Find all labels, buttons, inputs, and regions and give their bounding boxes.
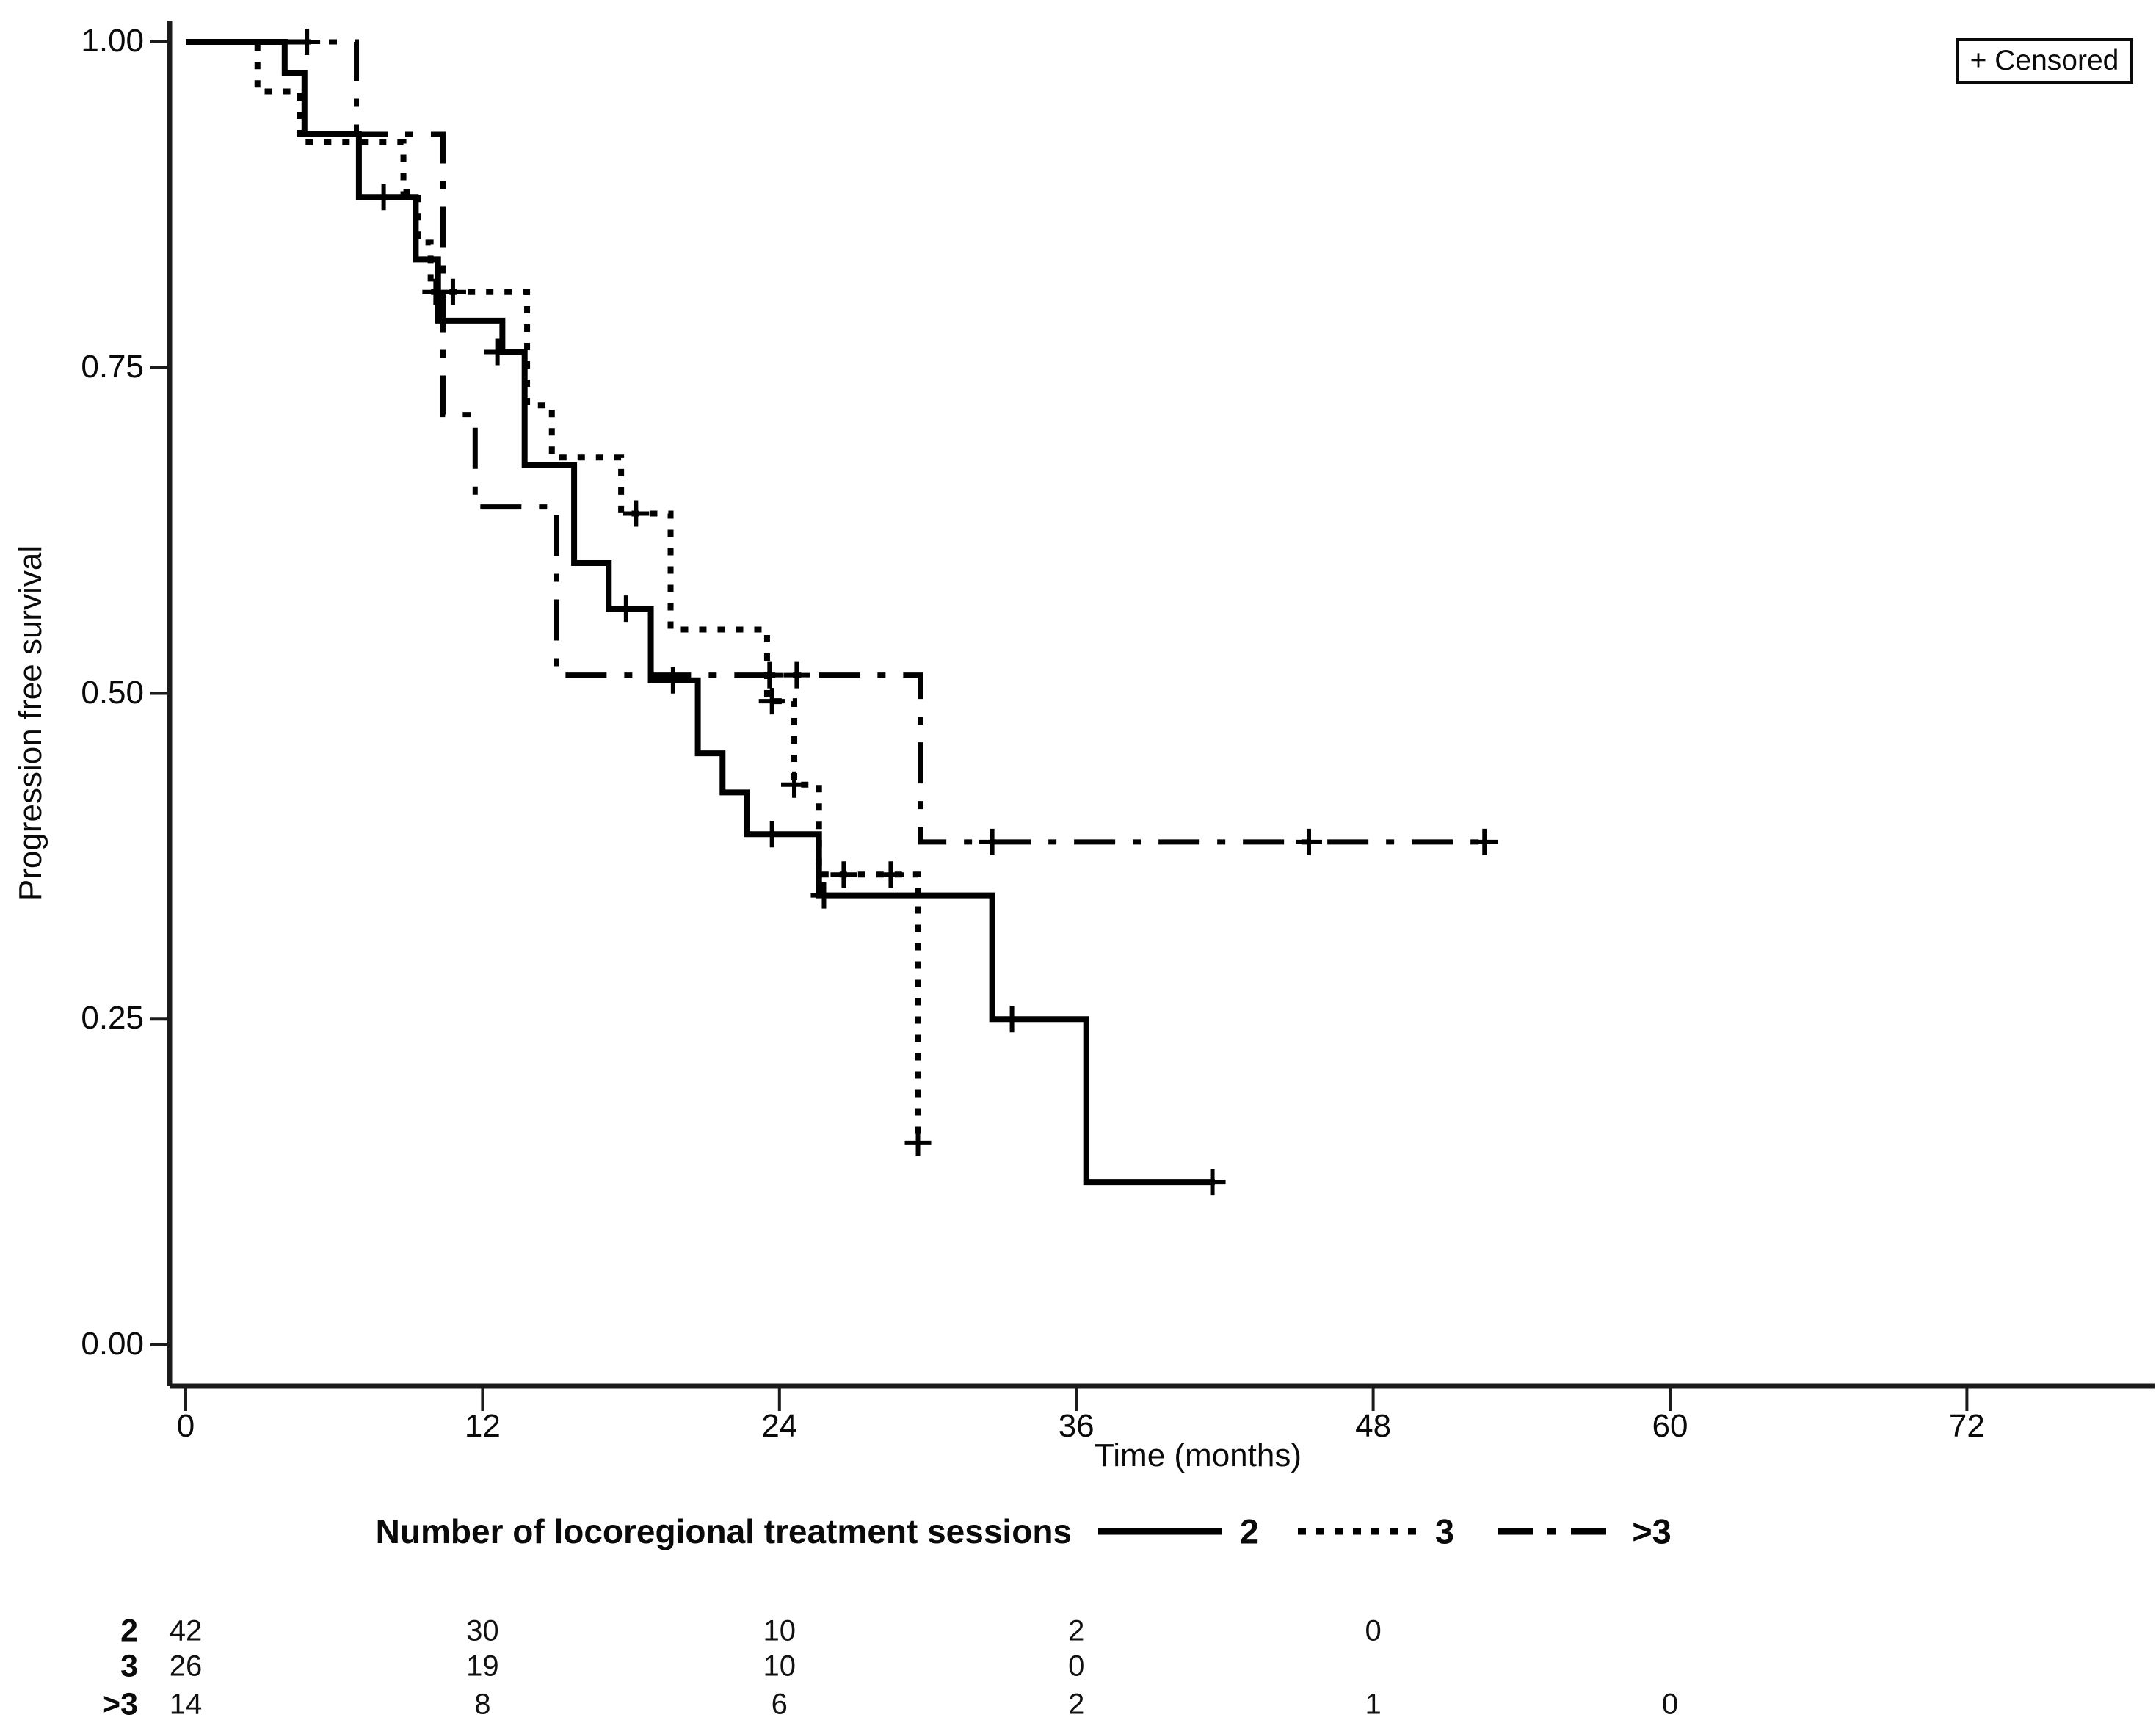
legend-label-2: 2: [1239, 1512, 1260, 1551]
censor-mark: [877, 861, 904, 888]
risk-count: 14: [169, 1688, 203, 1721]
censor-mark: [998, 1006, 1026, 1033]
censor-mark: [783, 661, 810, 689]
risk-count: 10: [763, 1614, 796, 1647]
censor-mark: [1295, 828, 1322, 855]
y-tick-label: 1.00: [81, 23, 144, 59]
censored-legend-box: + Censored: [1956, 38, 2133, 84]
censor-mark: [756, 661, 783, 689]
risk-count: 19: [466, 1650, 499, 1683]
censor-mark: [484, 338, 511, 366]
x-tick-label: 72: [1948, 1408, 1985, 1444]
x-tick-label: 12: [464, 1408, 501, 1444]
legend-title: Number of locoregional treatment session…: [375, 1512, 1072, 1550]
y-tick-label: 0.75: [81, 348, 144, 385]
censor-mark: [1199, 1169, 1226, 1196]
risk-count: 1: [1365, 1688, 1382, 1721]
risk-row-label-gt3: >3: [101, 1686, 138, 1722]
risk-count: 8: [474, 1688, 491, 1721]
y-tick-label: 0.00: [81, 1326, 144, 1362]
censor-marks: [294, 29, 1498, 1196]
risk-count: 6: [771, 1688, 788, 1721]
censor-mark: [810, 882, 838, 909]
curve->3: [186, 39, 1487, 845]
censor-mark: [758, 688, 785, 715]
survival-curves: [186, 39, 1487, 1186]
x-tick-label: 24: [761, 1408, 798, 1444]
censor-mark: [623, 500, 650, 527]
censor-mark: [1471, 828, 1498, 855]
risk-count: 42: [169, 1614, 203, 1647]
axes: [150, 21, 2155, 1411]
x-tick-label: 0: [176, 1408, 195, 1444]
risk-count: 30: [466, 1614, 499, 1647]
risk-count: 2: [1068, 1688, 1085, 1721]
y-tick-label: 0.50: [81, 674, 144, 711]
censor-mark: [370, 184, 397, 211]
risk-count: 2: [1068, 1614, 1085, 1647]
censor-mark: [659, 667, 686, 694]
y-tick-label: 0.25: [81, 1000, 144, 1037]
censor-mark: [758, 821, 785, 848]
legend-label-3: 3: [1434, 1512, 1455, 1551]
risk-row-label-3: 3: [120, 1648, 138, 1684]
x-tick-label: 48: [1355, 1408, 1392, 1444]
y-axis-title: Progression free survival: [12, 545, 48, 902]
x-axis-title: Time (months): [1095, 1437, 1302, 1473]
risk-count: 0: [1661, 1688, 1679, 1721]
curve-2: [186, 39, 1215, 1186]
censor-mark: [612, 595, 639, 623]
risk-count: 10: [763, 1650, 796, 1683]
curve-3: [186, 39, 921, 1143]
x-tick-label: 36: [1058, 1408, 1095, 1444]
censor-mark: [781, 771, 808, 798]
risk-count: 0: [1068, 1650, 1085, 1683]
risk-row-label-2: 2: [120, 1613, 138, 1649]
risk-count: 26: [169, 1650, 203, 1683]
censor-mark: [294, 29, 321, 55]
censor-mark: [830, 861, 857, 888]
censor-mark: [904, 1129, 932, 1156]
risk-count: 0: [1365, 1614, 1382, 1647]
x-tick-label: 60: [1652, 1408, 1688, 1444]
censor-mark: [439, 278, 466, 305]
legend-label-gt3: >3: [1632, 1512, 1672, 1551]
censor-mark: [979, 828, 1006, 855]
